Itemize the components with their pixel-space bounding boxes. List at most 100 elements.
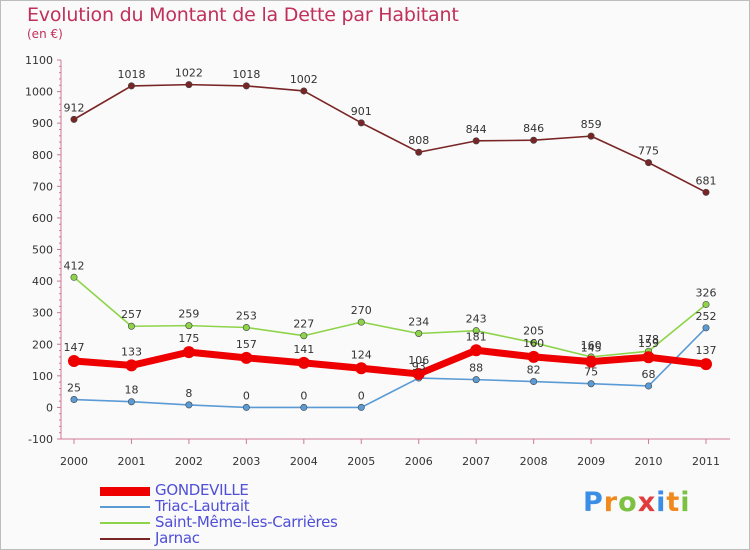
data-point [587, 380, 595, 388]
data-label: 124 [351, 348, 372, 361]
data-point [472, 137, 480, 145]
y-tick-label: 100 [32, 370, 53, 383]
data-label: 326 [696, 286, 717, 299]
data-point [700, 358, 712, 371]
logo-letter: r [603, 487, 619, 518]
data-point [645, 382, 653, 390]
data-point [127, 398, 135, 406]
data-label: 82 [527, 364, 541, 377]
data-point [70, 396, 78, 404]
data-label: 1018 [232, 68, 260, 81]
data-label: 141 [293, 343, 314, 356]
data-label: 846 [523, 122, 544, 135]
data-label: 901 [351, 105, 372, 118]
data-label: 253 [236, 310, 257, 323]
data-point [415, 148, 423, 156]
data-label: 270 [351, 304, 372, 317]
data-point [357, 119, 365, 127]
legend-swatch [100, 538, 150, 540]
x-tick-label: 2003 [232, 455, 260, 468]
data-label: 257 [121, 308, 142, 321]
y-tick-label: 600 [32, 212, 53, 225]
data-point [127, 322, 135, 330]
data-label: 205 [523, 325, 544, 338]
y-tick-label: 800 [32, 149, 53, 162]
data-point [125, 359, 138, 372]
data-label: 137 [696, 344, 717, 357]
data-point [530, 339, 538, 347]
data-point [297, 356, 310, 369]
data-label: 1018 [117, 68, 145, 81]
data-point [585, 355, 598, 368]
data-point [702, 188, 710, 196]
data-point [530, 136, 538, 144]
data-point [472, 327, 480, 335]
data-label: 181 [466, 330, 487, 343]
series-line-2 [73, 276, 707, 358]
x-tick-label: 2011 [692, 455, 720, 468]
logo-letter: P [583, 487, 604, 518]
x-tick-label: 2009 [577, 455, 605, 468]
data-point [415, 330, 423, 338]
data-point [355, 362, 368, 375]
data-point [472, 376, 480, 384]
x-tick-label: 2005 [347, 455, 375, 468]
legend-label: GONDEVILLE [155, 481, 249, 499]
data-point [127, 82, 135, 90]
data-point [240, 351, 253, 364]
data-point [527, 350, 540, 363]
series-line-3 [73, 83, 707, 194]
data-label: 808 [408, 134, 429, 147]
data-label: 259 [178, 308, 199, 321]
y-tick-label: 200 [32, 338, 53, 351]
data-label: 147 [64, 341, 85, 354]
logo-letter: i [680, 487, 691, 518]
y-tick-label: 900 [32, 117, 53, 130]
data-label: 775 [638, 145, 659, 158]
data-point [70, 115, 78, 123]
x-tick-label: 2010 [635, 455, 663, 468]
legend-swatch [100, 522, 150, 524]
data-point [645, 159, 653, 167]
data-point [300, 332, 308, 340]
legend-swatch [100, 486, 150, 496]
x-tick-label: 2000 [60, 455, 88, 468]
series-line-0 [70, 346, 710, 378]
data-label: 0 [358, 389, 365, 402]
x-tick-label: 2007 [462, 455, 490, 468]
legend-label: Saint-Même-les-Carrières [155, 513, 338, 531]
data-label: 1022 [175, 67, 203, 80]
x-tick-label: 2006 [405, 455, 433, 468]
x-tick-label: 2002 [175, 455, 203, 468]
data-label: 844 [466, 123, 487, 136]
data-point [242, 403, 250, 411]
data-label: 75 [584, 366, 598, 379]
chart-title: Evolution du Montant de la Dette par Hab… [27, 4, 459, 26]
data-point [642, 351, 655, 364]
data-point [300, 87, 308, 95]
data-label: 912 [64, 101, 85, 114]
logo-letter: x [637, 487, 657, 518]
data-label: 160 [581, 339, 602, 352]
data-label: 175 [178, 332, 199, 345]
data-label: 68 [642, 368, 656, 381]
data-point [242, 324, 250, 332]
y-tick-label: 1100 [25, 54, 53, 67]
data-label: 157 [236, 338, 257, 351]
data-point [182, 346, 195, 359]
data-point [530, 378, 538, 386]
data-label: 243 [466, 313, 487, 326]
data-label: 252 [696, 310, 717, 323]
data-label: 106 [408, 354, 429, 367]
x-tick-label: 2004 [290, 455, 318, 468]
proxiti-logo: Proxiti [583, 487, 691, 518]
y-tick-label: 700 [32, 180, 53, 193]
logo-letter: i [656, 487, 667, 518]
data-point [357, 403, 365, 411]
y-tick-label: 300 [32, 307, 53, 320]
data-label: 412 [64, 259, 85, 272]
data-label: 159 [638, 337, 659, 350]
data-point [412, 367, 425, 380]
